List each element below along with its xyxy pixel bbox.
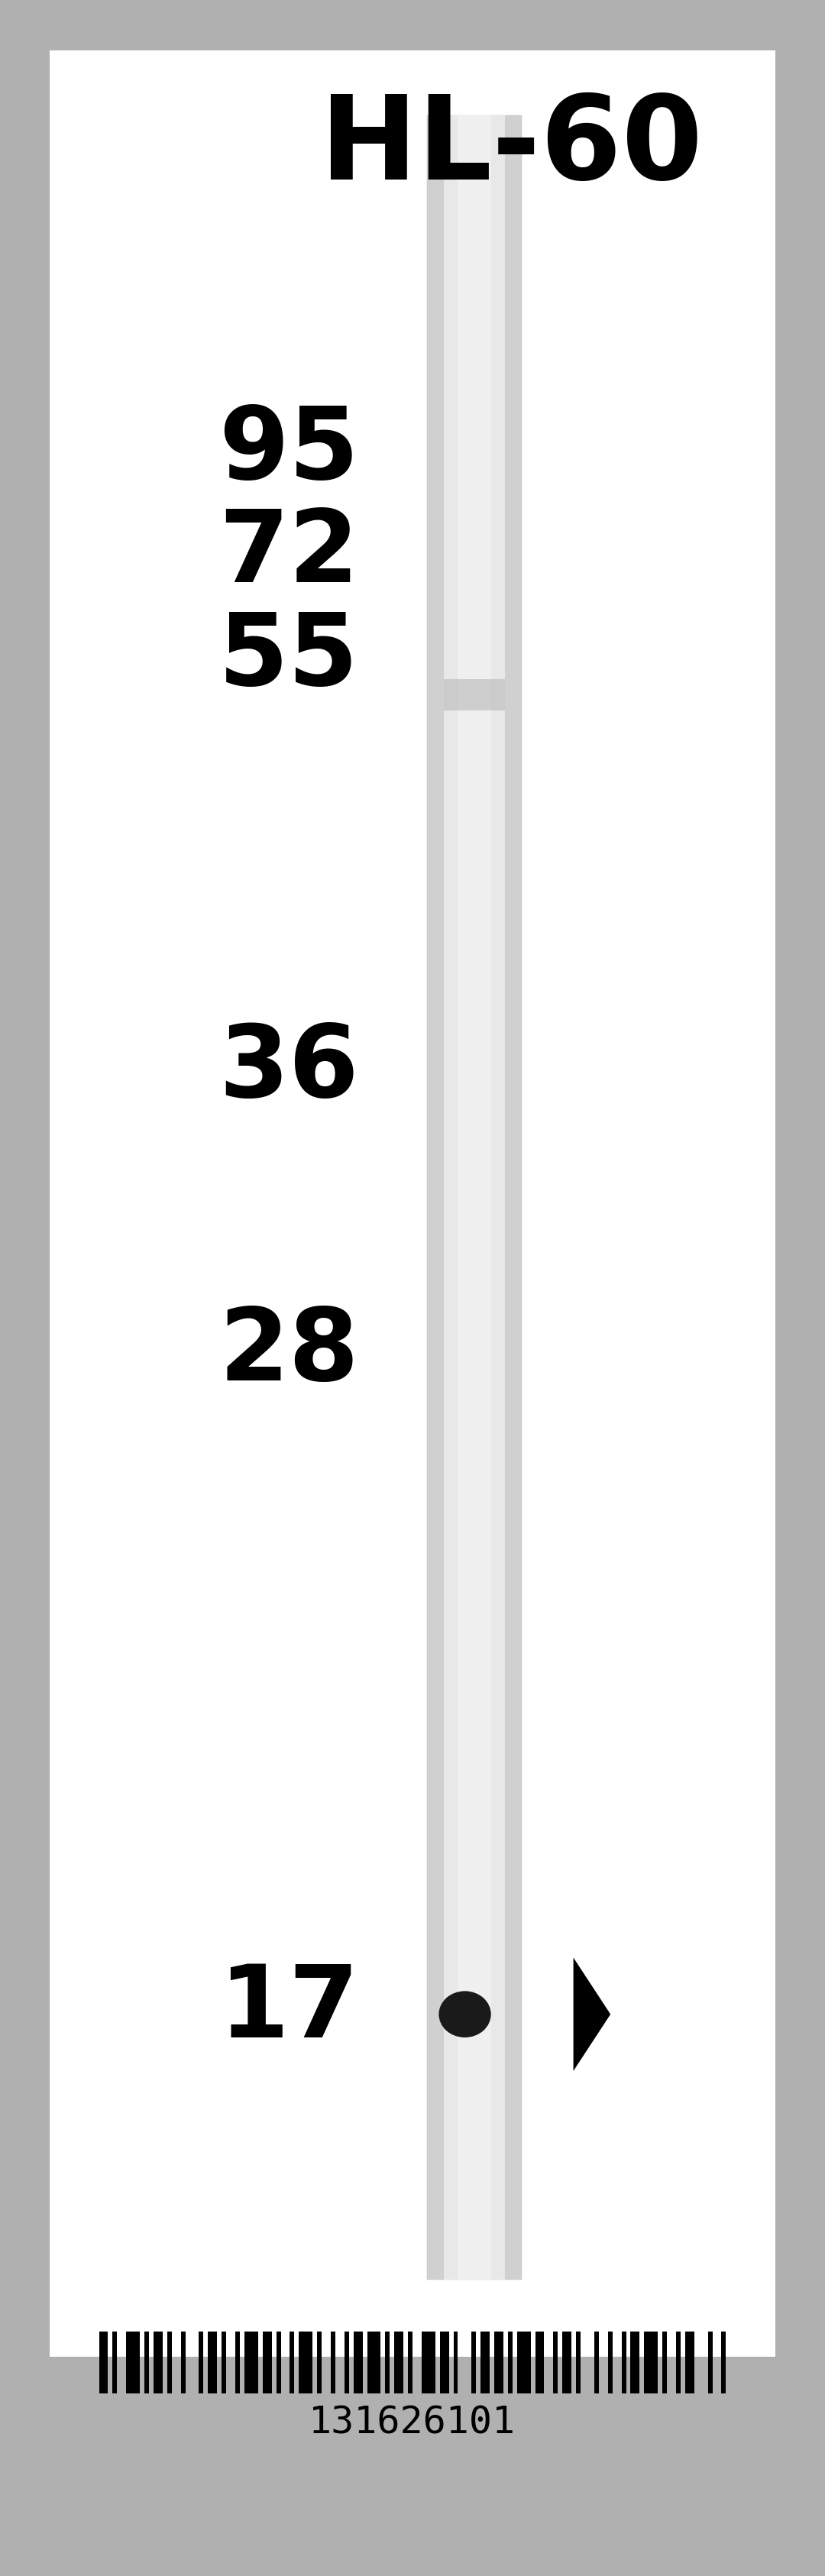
Bar: [244, 2331, 258, 2393]
Bar: [444, 116, 505, 2280]
Bar: [153, 2331, 163, 2393]
Text: 131626101: 131626101: [309, 2403, 516, 2439]
Bar: [576, 2331, 581, 2393]
Bar: [317, 2331, 322, 2393]
Bar: [454, 2331, 458, 2393]
Bar: [517, 2331, 530, 2393]
Bar: [144, 2331, 149, 2393]
Bar: [262, 2331, 271, 2393]
Bar: [385, 2331, 389, 2393]
Bar: [422, 2331, 436, 2393]
Bar: [167, 2331, 172, 2393]
Bar: [458, 116, 491, 2280]
Bar: [290, 2331, 295, 2393]
Bar: [535, 2331, 544, 2393]
Text: 28: 28: [219, 1303, 359, 1401]
Bar: [427, 116, 521, 2280]
Bar: [644, 2331, 658, 2393]
Bar: [630, 2331, 639, 2393]
Bar: [113, 2331, 117, 2393]
Bar: [481, 2331, 490, 2393]
Bar: [472, 2331, 476, 2393]
Text: 17: 17: [219, 1960, 359, 2058]
Bar: [299, 2331, 313, 2393]
Bar: [394, 2331, 403, 2393]
Text: HL-60: HL-60: [320, 90, 703, 204]
Text: 72: 72: [219, 505, 359, 603]
Bar: [344, 2331, 349, 2393]
Bar: [554, 2331, 558, 2393]
Bar: [685, 2331, 694, 2393]
Bar: [367, 2331, 380, 2393]
Bar: [126, 2331, 140, 2393]
Bar: [508, 2331, 512, 2393]
Bar: [99, 2331, 108, 2393]
Polygon shape: [573, 1958, 610, 2071]
Bar: [276, 2331, 280, 2393]
Bar: [408, 2331, 412, 2393]
Bar: [331, 2331, 335, 2393]
Bar: [440, 2331, 449, 2393]
Ellipse shape: [439, 1991, 491, 2038]
Bar: [222, 2331, 226, 2393]
Bar: [353, 2331, 362, 2393]
Bar: [662, 2331, 667, 2393]
Bar: [208, 2331, 217, 2393]
Bar: [676, 2331, 681, 2393]
Bar: [608, 2331, 612, 2393]
Bar: [721, 2331, 726, 2393]
Text: 55: 55: [219, 608, 359, 706]
Bar: [181, 2331, 186, 2393]
Text: 95: 95: [219, 402, 359, 500]
Bar: [494, 2331, 503, 2393]
Bar: [199, 2331, 204, 2393]
Bar: [563, 2331, 572, 2393]
Bar: [49, 52, 775, 2357]
Text: 36: 36: [219, 1020, 359, 1118]
Bar: [621, 2331, 626, 2393]
Bar: [444, 680, 505, 711]
Bar: [708, 2331, 712, 2393]
Bar: [235, 2331, 240, 2393]
Bar: [594, 2331, 599, 2393]
